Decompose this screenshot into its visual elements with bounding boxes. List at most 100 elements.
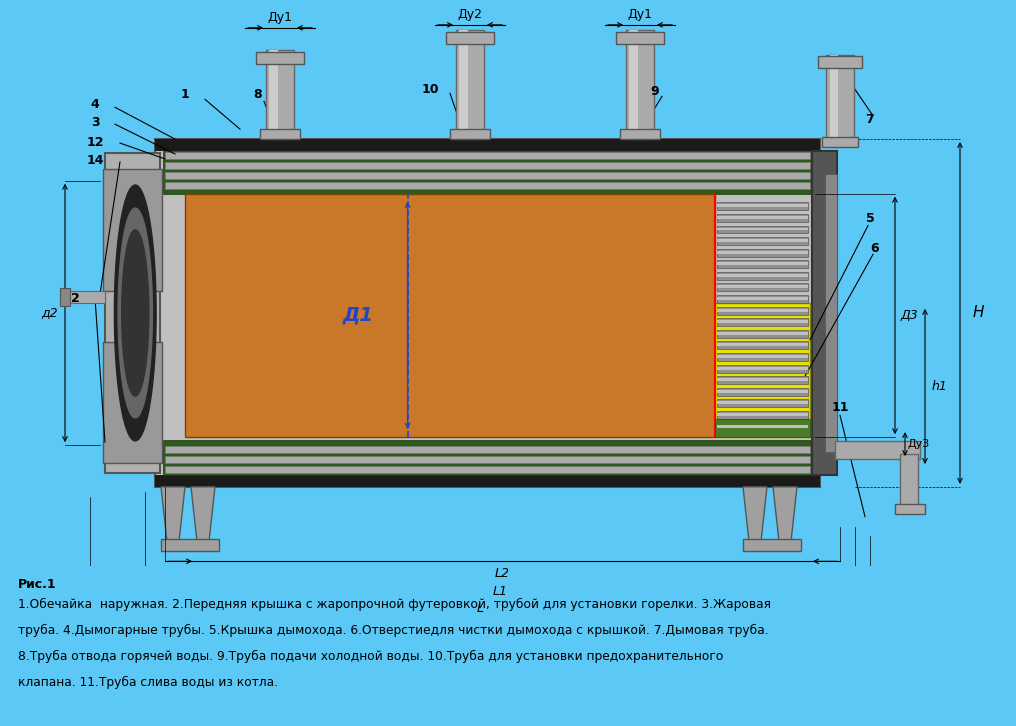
Bar — [826, 54, 854, 144]
Text: 11: 11 — [831, 401, 848, 414]
Bar — [717, 353, 808, 361]
Bar — [103, 342, 162, 463]
Text: 4: 4 — [90, 98, 100, 111]
Bar — [165, 446, 810, 453]
Bar — [717, 204, 808, 208]
Bar — [717, 214, 808, 222]
Bar — [626, 30, 654, 139]
Bar — [717, 216, 808, 219]
Bar — [446, 32, 494, 44]
Bar — [620, 129, 660, 139]
Bar — [266, 49, 294, 139]
Bar — [616, 32, 664, 44]
Bar — [717, 355, 808, 358]
Bar — [717, 367, 808, 370]
Text: д2: д2 — [41, 306, 57, 319]
Bar — [818, 56, 862, 68]
Text: Ду3: Ду3 — [908, 439, 930, 449]
Text: 7: 7 — [866, 113, 875, 126]
Bar — [717, 318, 808, 326]
Bar — [717, 423, 808, 431]
Text: 8: 8 — [254, 88, 262, 101]
Bar — [717, 226, 808, 234]
Bar — [60, 288, 70, 306]
Bar — [715, 419, 810, 437]
Bar — [65, 291, 105, 303]
Bar — [717, 376, 808, 384]
Bar — [717, 250, 808, 253]
Bar — [717, 237, 808, 245]
Bar — [717, 262, 808, 265]
Bar — [155, 139, 820, 487]
Text: h1: h1 — [931, 380, 947, 393]
Bar — [165, 182, 810, 189]
Bar — [717, 249, 808, 257]
Bar — [717, 274, 808, 277]
Text: Рис.1: Рис.1 — [18, 578, 57, 591]
Bar — [717, 320, 808, 323]
Bar — [105, 153, 160, 473]
Text: 2: 2 — [71, 292, 79, 304]
Bar — [900, 454, 918, 509]
Bar — [717, 203, 808, 211]
Bar — [717, 239, 808, 242]
Text: Д1: Д1 — [342, 306, 373, 325]
Text: клапана. 11.Труба слива воды из котла.: клапана. 11.Труба слива воды из котла. — [18, 676, 278, 689]
Bar — [717, 401, 808, 404]
Text: H: H — [972, 306, 983, 320]
Bar — [717, 272, 808, 280]
Text: 1.Обечайка  наружная. 2.Передняя крышка с жаропрочной футеровкой, трубой для уст: 1.Обечайка наружная. 2.Передняя крышка с… — [18, 598, 771, 611]
Bar — [717, 297, 808, 300]
Bar — [825, 174, 837, 452]
Bar — [717, 330, 808, 338]
Polygon shape — [191, 487, 215, 542]
Bar — [717, 364, 808, 372]
Bar — [155, 139, 820, 151]
Bar — [456, 30, 484, 139]
Polygon shape — [122, 230, 148, 396]
Text: L2: L2 — [495, 567, 510, 580]
Bar — [717, 341, 808, 349]
Bar — [103, 169, 162, 290]
Bar — [459, 30, 468, 139]
Text: 12: 12 — [86, 136, 104, 149]
Bar — [165, 152, 810, 159]
Bar — [185, 194, 715, 437]
Bar — [830, 54, 838, 144]
Bar — [717, 411, 808, 419]
Bar — [717, 285, 808, 288]
Text: 6: 6 — [871, 242, 879, 255]
Bar — [165, 456, 810, 463]
Bar — [161, 539, 219, 551]
Bar — [717, 295, 808, 303]
Polygon shape — [115, 185, 156, 441]
Text: Ду2: Ду2 — [457, 9, 483, 21]
Text: Ду1: Ду1 — [628, 9, 652, 21]
Bar — [165, 162, 810, 169]
Bar — [895, 504, 925, 513]
Text: Ду1: Ду1 — [267, 12, 293, 25]
Polygon shape — [161, 487, 185, 542]
Bar — [715, 303, 810, 437]
Polygon shape — [773, 487, 797, 542]
Text: 10: 10 — [422, 83, 439, 96]
Text: труба. 4.Дымогарные трубы. 5.Крышка дымохода. 6.Отверстиедля чистки дымохода с к: труба. 4.Дымогарные трубы. 5.Крышка дымо… — [18, 624, 769, 637]
Bar — [163, 440, 812, 475]
Bar — [717, 332, 808, 335]
Bar — [717, 227, 808, 230]
Bar — [260, 129, 300, 139]
Bar — [163, 151, 812, 194]
Bar — [269, 49, 278, 139]
Bar — [165, 172, 810, 179]
Bar — [717, 343, 808, 346]
Text: L: L — [477, 603, 484, 616]
Bar — [717, 261, 808, 268]
Text: 5: 5 — [866, 212, 875, 225]
Bar — [717, 306, 808, 314]
Bar — [165, 466, 810, 473]
Bar — [835, 441, 920, 459]
Bar — [256, 52, 304, 64]
Bar — [629, 30, 638, 139]
Bar — [450, 129, 490, 139]
Bar — [717, 388, 808, 396]
